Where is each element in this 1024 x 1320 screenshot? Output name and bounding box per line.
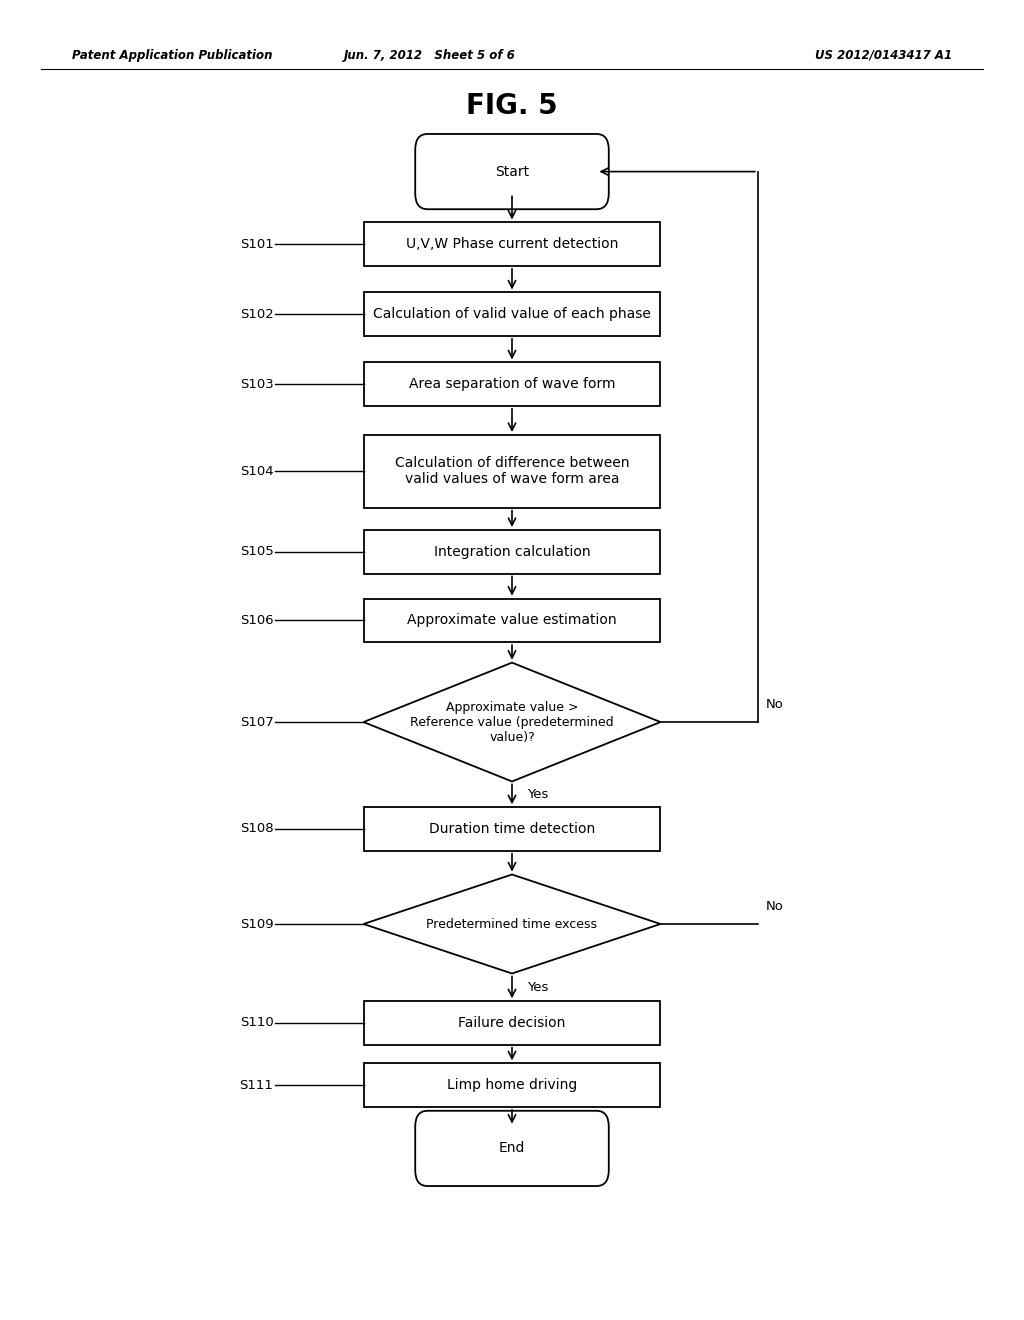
Text: Jun. 7, 2012   Sheet 5 of 6: Jun. 7, 2012 Sheet 5 of 6 — [344, 49, 516, 62]
Bar — [364, 1001, 660, 1045]
Text: S111: S111 — [240, 1078, 273, 1092]
Text: Yes: Yes — [527, 981, 549, 994]
Text: S103: S103 — [240, 378, 273, 391]
Bar — [364, 223, 660, 267]
Bar — [364, 292, 660, 335]
Text: S110: S110 — [240, 1016, 273, 1030]
Text: S101: S101 — [240, 238, 273, 251]
Text: End: End — [499, 1142, 525, 1155]
Text: S104: S104 — [240, 465, 273, 478]
Text: Integration calculation: Integration calculation — [434, 545, 590, 558]
Text: No: No — [766, 900, 783, 913]
Text: S107: S107 — [240, 715, 273, 729]
Text: Approximate value estimation: Approximate value estimation — [408, 614, 616, 627]
Text: No: No — [766, 698, 783, 711]
Bar — [364, 529, 660, 573]
Polygon shape — [364, 663, 660, 781]
Text: Approximate value >
Reference value (predetermined
value)?: Approximate value > Reference value (pre… — [411, 701, 613, 743]
Bar — [364, 362, 660, 407]
Text: S109: S109 — [240, 917, 273, 931]
Text: Duration time detection: Duration time detection — [429, 822, 595, 836]
Text: Failure decision: Failure decision — [459, 1016, 565, 1030]
Bar — [364, 1064, 660, 1106]
Text: Area separation of wave form: Area separation of wave form — [409, 378, 615, 391]
Text: S105: S105 — [240, 545, 273, 558]
FancyBboxPatch shape — [416, 133, 608, 209]
Text: Calculation of valid value of each phase: Calculation of valid value of each phase — [373, 308, 651, 321]
Text: S102: S102 — [240, 308, 273, 321]
Text: U,V,W Phase current detection: U,V,W Phase current detection — [406, 238, 618, 251]
Text: S108: S108 — [240, 822, 273, 836]
Bar — [364, 598, 660, 642]
FancyBboxPatch shape — [416, 1111, 608, 1185]
Text: S106: S106 — [240, 614, 273, 627]
Text: FIG. 5: FIG. 5 — [466, 91, 558, 120]
Bar — [364, 808, 660, 851]
Text: Predetermined time excess: Predetermined time excess — [427, 917, 597, 931]
Text: US 2012/0143417 A1: US 2012/0143417 A1 — [815, 49, 952, 62]
Text: Limp home driving: Limp home driving — [446, 1078, 578, 1092]
Text: Start: Start — [495, 165, 529, 178]
Bar — [364, 434, 660, 507]
Text: Calculation of difference between
valid values of wave form area: Calculation of difference between valid … — [394, 457, 630, 486]
Text: Patent Application Publication: Patent Application Publication — [72, 49, 272, 62]
Text: Yes: Yes — [527, 788, 549, 801]
Polygon shape — [364, 875, 660, 974]
